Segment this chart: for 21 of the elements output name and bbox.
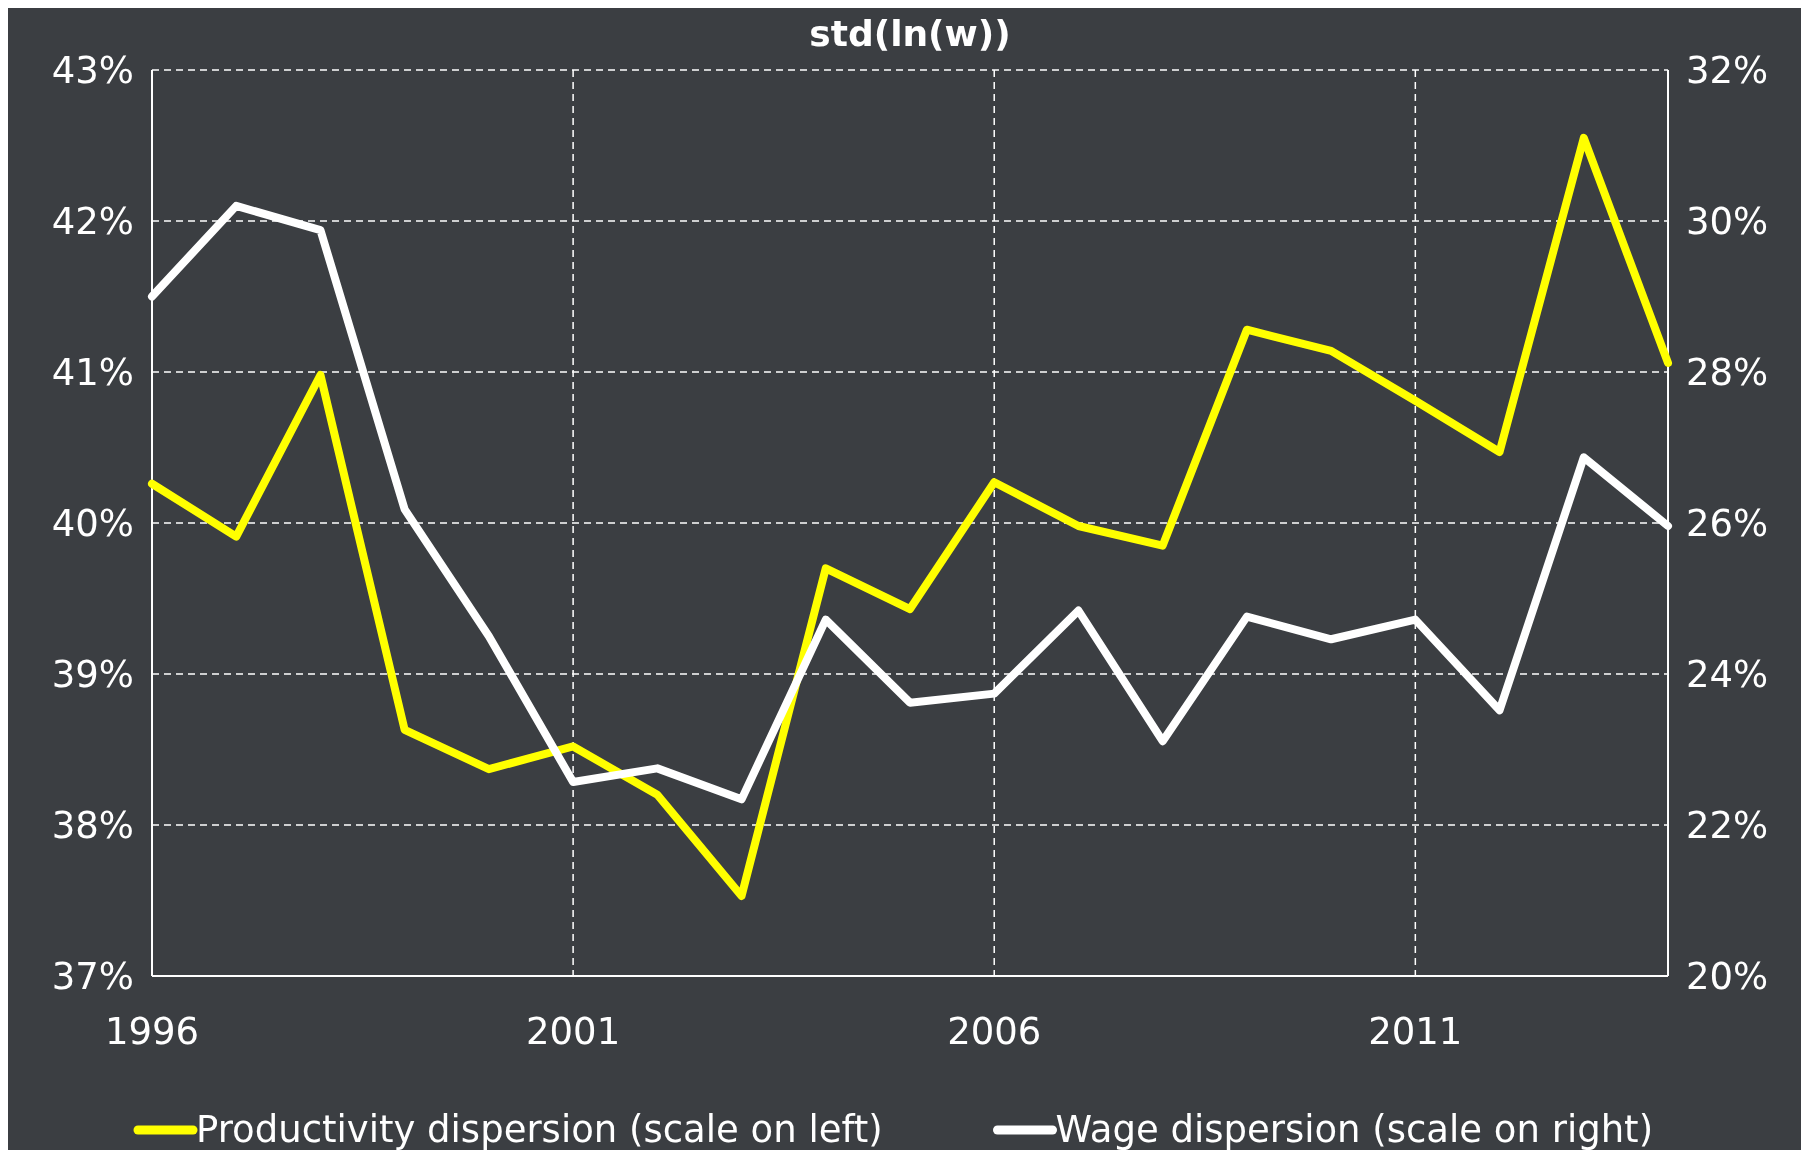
x-tick-label: 2006	[947, 1010, 1042, 1053]
y-tick-label: 43%	[51, 49, 134, 92]
y-tick-label: 40%	[51, 502, 134, 545]
y-tick-label: 37%	[51, 955, 134, 998]
x-tick-label: 2011	[1368, 1010, 1463, 1053]
y2-tick-label: 28%	[1686, 351, 1769, 394]
x-tick-label: 2001	[526, 1010, 621, 1053]
y2-tick-label: 22%	[1686, 804, 1769, 847]
x-tick-label: 1996	[104, 1010, 200, 1053]
y2-tick-label: 30%	[1686, 200, 1769, 243]
y2-tick-label: 20%	[1686, 955, 1769, 998]
y-tick-label: 39%	[51, 653, 134, 696]
y2-tick-label: 26%	[1686, 502, 1769, 545]
legend-label: Wage dispersion (scale on right)	[1055, 1108, 1654, 1150]
y2-tick-label: 32%	[1686, 49, 1769, 92]
y-tick-label: 42%	[51, 200, 134, 243]
y-tick-label: 38%	[51, 804, 134, 847]
legend-label: Productivity dispersion (scale on left)	[196, 1108, 883, 1150]
y-tick-label: 41%	[51, 351, 134, 394]
y2-tick-label: 24%	[1686, 653, 1769, 696]
chart-title: std(ln(w))	[809, 13, 1011, 54]
